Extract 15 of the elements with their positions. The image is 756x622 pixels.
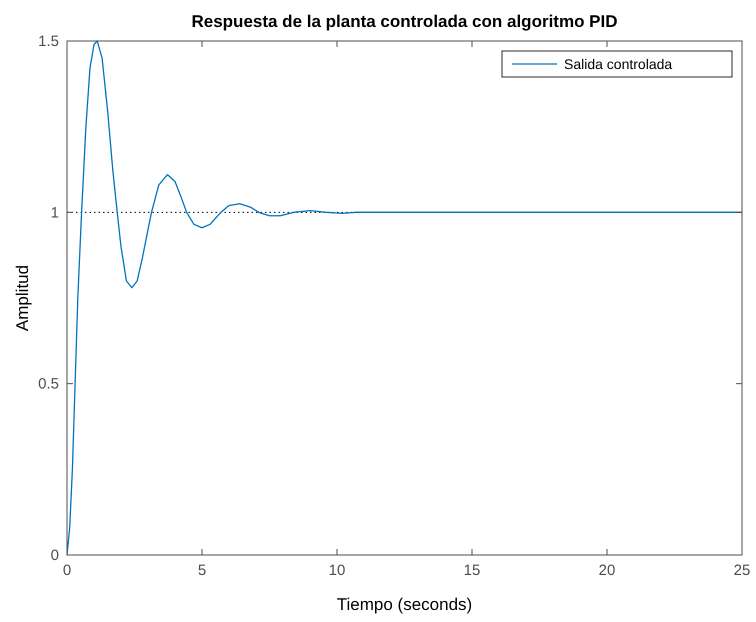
y-tick-label: 1.5 — [38, 33, 59, 50]
x-tick-label: 0 — [62, 562, 72, 579]
y-tick-label: 0 — [50, 547, 59, 564]
x-axis-title: Tiempo (seconds) — [336, 595, 472, 614]
x-tick-label: 5 — [198, 562, 206, 579]
x-tick-label: 25 — [734, 562, 750, 579]
line-series — [66, 40, 743, 556]
y-tick-label: 0.5 — [38, 376, 59, 393]
x-tick-label: 20 — [598, 562, 616, 579]
x-tick-label: 10 — [328, 562, 346, 579]
y-axis-title: Amplitud — [13, 264, 32, 332]
chart-title: Respuesta de la planta controlada con algoritmo PID — [191, 12, 618, 31]
y-tick-label: 1 — [50, 204, 59, 222]
legend-label: Salida controlada — [564, 56, 672, 72]
x-tick-label: 15 — [464, 562, 480, 579]
